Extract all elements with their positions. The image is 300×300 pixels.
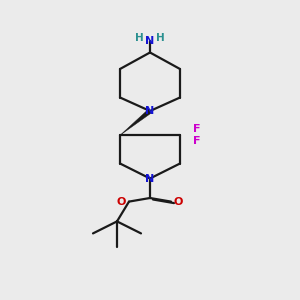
Text: N: N — [146, 35, 154, 46]
Text: N: N — [146, 173, 154, 184]
Text: O: O — [174, 196, 183, 207]
Text: F: F — [193, 136, 200, 146]
Text: H: H — [156, 33, 165, 43]
Text: H: H — [135, 33, 144, 43]
Text: N: N — [146, 106, 154, 116]
Text: O: O — [117, 196, 126, 207]
Polygon shape — [120, 109, 152, 135]
Text: F: F — [193, 124, 200, 134]
